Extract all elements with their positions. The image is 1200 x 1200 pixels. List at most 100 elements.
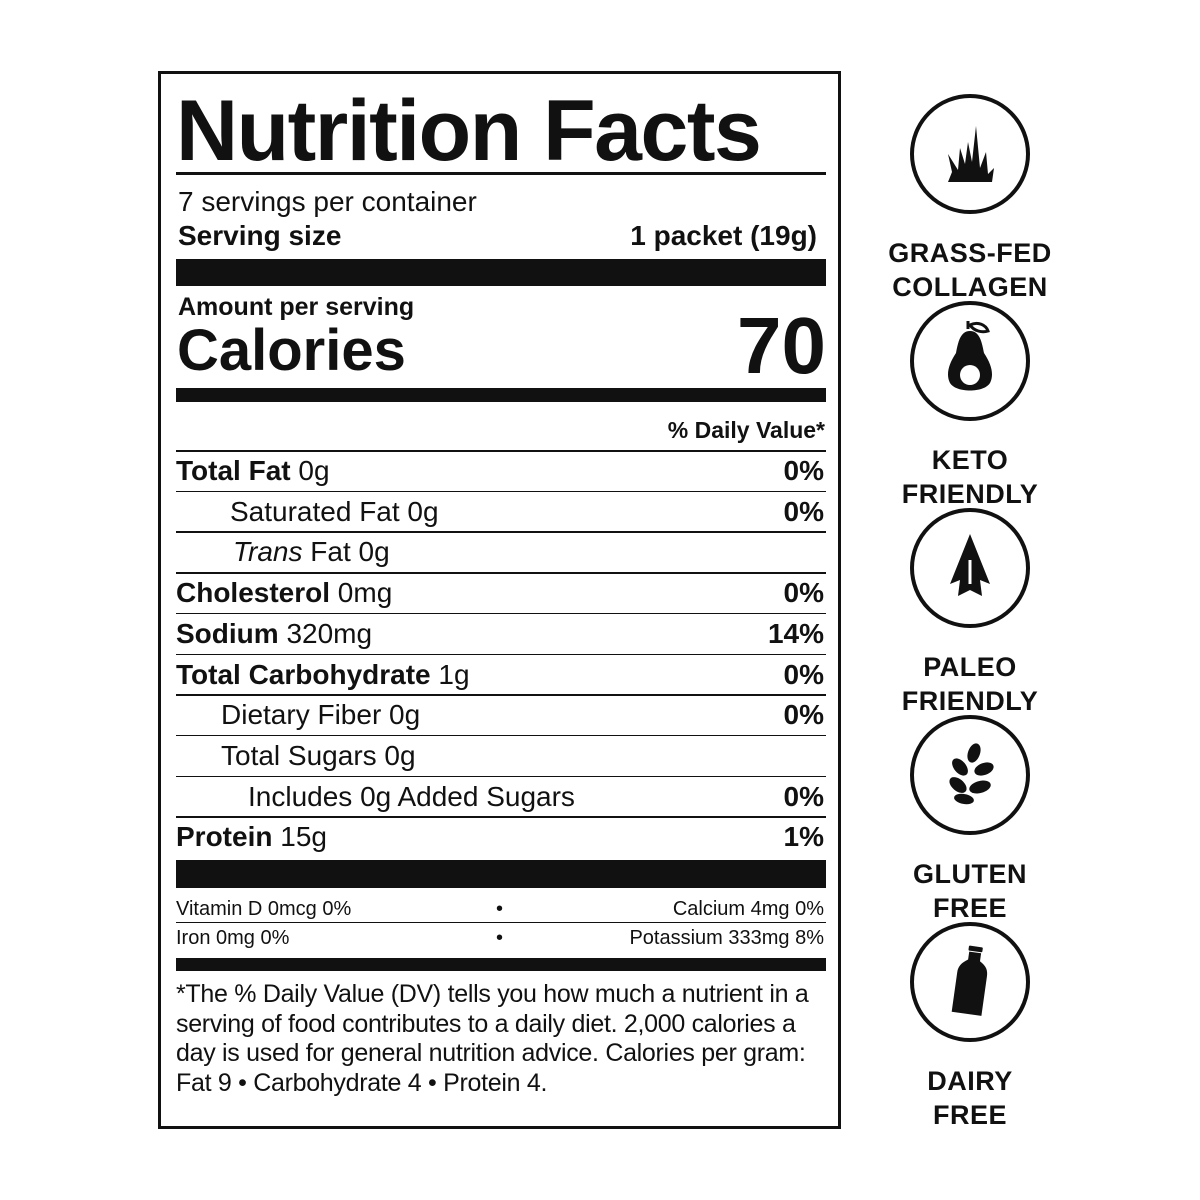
divider	[176, 572, 826, 574]
milk-bottle-icon	[910, 922, 1030, 1042]
nutrient-amount: 1g	[430, 658, 470, 690]
nutrient-name: Protein 15g	[176, 817, 327, 857]
nutrient-row: Total Fat 0g 0%	[176, 451, 826, 491]
badge-label: GRASS-FED COLLAGEN	[880, 236, 1060, 304]
nutrient-label: Saturated Fat 0g	[230, 495, 439, 527]
vitamin-row: Vitamin D 0mcg 0% • Calcium 4mg 0%	[176, 895, 824, 923]
nutrient-amount: 15g	[272, 821, 327, 853]
badge-line: FRIENDLY	[901, 686, 1039, 716]
daily-value: 0%	[783, 658, 824, 690]
nutrient-amount: Fat 0g	[302, 536, 390, 568]
nutrient-label: Dietary Fiber 0g	[221, 699, 421, 731]
nutrient-label: Total Sugars 0g	[221, 739, 416, 771]
calcium: Calcium 4mg 0%	[672, 898, 824, 920]
serving-size-value: 1 packet (19g)	[630, 220, 817, 251]
calories-value: 70	[737, 301, 826, 390]
badge-paleo: PALEO FRIENDLY	[880, 506, 1060, 718]
medium-divider	[176, 388, 826, 402]
nutrient-amount: 320mg	[278, 617, 373, 649]
daily-value: 0%	[783, 780, 824, 812]
badge-line: FREE	[932, 893, 1007, 923]
nutrient-name: Includes 0g Added Sugars	[248, 777, 575, 817]
nutrient-row: Includes 0g Added Sugars 0%	[176, 777, 826, 817]
nutrient-name: Total Fat 0g	[176, 451, 330, 491]
daily-value: 1%	[783, 821, 824, 853]
separator: •	[496, 927, 504, 949]
badge-label: KETO FRIENDLY	[880, 443, 1060, 511]
divider	[176, 922, 826, 923]
daily-value: 0%	[783, 577, 824, 609]
iron: Iron 0mg 0%	[176, 927, 290, 949]
daily-value: 0%	[783, 495, 824, 527]
nutrient-name: Dietary Fiber 0g	[221, 695, 420, 735]
nutrient-row: Protein 15g 1%	[176, 817, 826, 857]
divider	[176, 450, 826, 452]
badge-line: DAIRY	[927, 1066, 1013, 1096]
vitamin-d: Vitamin D 0mcg 0%	[176, 898, 352, 920]
nutrient-label: Includes 0g Added Sugars	[248, 780, 575, 812]
badge-line: FREE	[932, 1100, 1007, 1130]
footnote: *The % Daily Value (DV) tells you how mu…	[176, 980, 809, 1097]
divider	[176, 694, 826, 696]
nutrient-label: Protein	[176, 821, 273, 853]
daily-value: 0%	[783, 455, 824, 486]
nutrient-row: Trans Fat 0g	[176, 532, 826, 572]
divider	[176, 653, 826, 655]
badge-dairy: DAIRY FREE	[880, 920, 1060, 1132]
badge-label: PALEO FRIENDLY	[880, 650, 1060, 718]
badge-line: FRIENDLY	[901, 479, 1039, 509]
badge-label: DAIRY FREE	[880, 1064, 1060, 1132]
amount-per-serving: Amount per serving	[178, 293, 415, 321]
grass-icon	[910, 94, 1030, 214]
nutrient-row: Sodium 320mg 14%	[176, 614, 826, 654]
badge-keto: KETO FRIENDLY	[880, 299, 1060, 511]
nutrient-name: Total Carbohydrate 1g	[176, 655, 470, 695]
nutrient-label: Cholesterol	[176, 577, 331, 609]
separator: •	[496, 898, 504, 920]
daily-value-header: % Daily Value*	[667, 417, 825, 443]
nutrient-name: Saturated Fat 0g	[230, 492, 439, 532]
nutrient-label: Trans	[233, 536, 303, 568]
divider	[176, 531, 826, 533]
daily-value: 0%	[783, 699, 824, 731]
divider	[176, 816, 826, 818]
divider	[176, 612, 826, 615]
nutrient-row: Total Sugars 0g	[176, 736, 826, 776]
vitamin-row: Iron 0mg 0% • Potassium 333mg 8%	[176, 924, 824, 952]
arrowhead-icon	[910, 508, 1030, 628]
nutrient-name: Trans Fat 0g	[233, 532, 390, 572]
calories-label: Calories	[177, 318, 406, 383]
thick-divider	[176, 259, 826, 286]
nutrient-row: Cholesterol 0mg 0%	[176, 573, 826, 613]
nutrient-label: Sodium	[176, 617, 279, 649]
nutrition-facts-title: Nutrition Facts	[176, 83, 762, 179]
nutrient-label: Total Carbohydrate	[176, 658, 431, 690]
nutrient-name: Cholesterol 0mg	[176, 573, 392, 613]
daily-value: 14%	[767, 617, 824, 649]
badge-line: KETO	[931, 445, 1009, 475]
badge-line: COLLAGEN	[892, 272, 1048, 302]
nutrient-amount: 0g	[290, 455, 330, 486]
serving-size-label: Serving size	[178, 220, 342, 251]
nutrient-name: Sodium 320mg	[176, 614, 372, 654]
divider	[176, 490, 826, 493]
divider	[176, 172, 826, 175]
badge-gluten: GLUTEN FREE	[880, 713, 1060, 925]
badge-label: GLUTEN FREE	[880, 857, 1060, 925]
nutrient-row: Total Carbohydrate 1g 0%	[176, 655, 826, 695]
divider	[176, 734, 826, 737]
badge-line: GRASS-FED	[888, 238, 1052, 268]
wheat-icon	[910, 715, 1030, 835]
potassium: Potassium 333mg 8%	[629, 927, 824, 949]
badge-line: GLUTEN	[913, 859, 1027, 889]
badge-grass-fed: GRASS-FED COLLAGEN	[880, 92, 1060, 304]
badge-line: PALEO	[923, 652, 1017, 682]
nutrition-facts-panel	[158, 71, 841, 1129]
nutrient-amount: 0mg	[330, 577, 393, 609]
nutrient-row: Dietary Fiber 0g 0%	[176, 695, 826, 735]
nutrient-label: Total Fat	[176, 455, 291, 486]
nutrient-name: Total Sugars 0g	[221, 736, 416, 776]
divider	[176, 775, 826, 778]
nutrient-row: Saturated Fat 0g 0%	[176, 492, 826, 532]
servings-per-container: 7 servings per container	[178, 186, 477, 217]
